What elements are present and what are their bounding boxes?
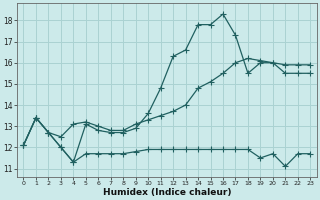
X-axis label: Humidex (Indice chaleur): Humidex (Indice chaleur) xyxy=(103,188,231,197)
